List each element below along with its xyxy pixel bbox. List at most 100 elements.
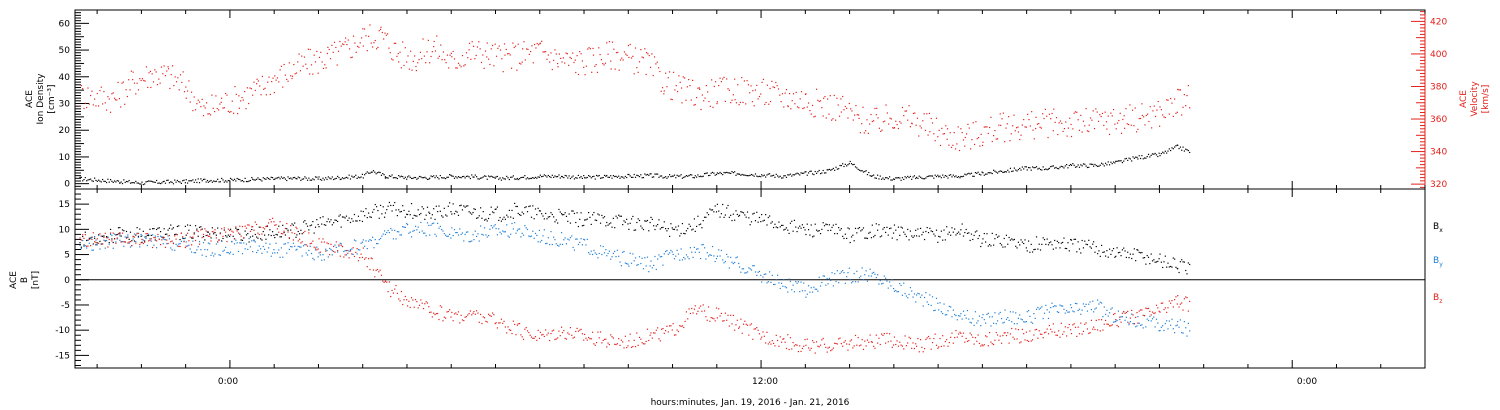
- by-point: [518, 228, 521, 230]
- bz-point: [922, 351, 924, 353]
- bx-point: [809, 234, 811, 236]
- black-point: [762, 175, 764, 177]
- bz-point: [394, 288, 396, 290]
- by-point: [387, 229, 389, 232]
- by-point: [1082, 303, 1085, 305]
- bx-point: [418, 214, 421, 216]
- black-point: [167, 179, 169, 181]
- black-point: [761, 174, 763, 176]
- bx-point: [319, 217, 321, 219]
- red-point: [240, 100, 242, 102]
- bx-point: [522, 213, 525, 215]
- bx-point: [951, 227, 953, 229]
- by-point: [614, 250, 616, 253]
- by-point: [141, 235, 143, 237]
- red-point: [895, 120, 897, 122]
- red-point: [716, 102, 718, 105]
- by-point: [642, 268, 645, 270]
- black-point: [157, 182, 159, 184]
- by-point: [508, 236, 510, 238]
- bz-point: [158, 238, 160, 240]
- bx-point: [536, 213, 538, 216]
- black-point: [792, 174, 794, 176]
- black-point: [817, 171, 819, 173]
- black-point: [597, 175, 599, 177]
- black-point: [1159, 155, 1161, 157]
- by-point: [804, 290, 806, 292]
- black-point: [1142, 158, 1144, 160]
- red-point: [259, 85, 261, 87]
- by-point: [270, 255, 272, 257]
- by-point: [641, 257, 643, 259]
- bz-point: [638, 336, 641, 339]
- bz-point: [182, 236, 184, 238]
- by-point: [850, 282, 853, 284]
- bz-point: [207, 235, 209, 237]
- bz-point: [868, 341, 870, 343]
- black-point: [1181, 149, 1183, 151]
- bx-point: [989, 243, 991, 246]
- black-point: [787, 174, 789, 176]
- by-point: [96, 244, 98, 246]
- red-point: [802, 107, 804, 110]
- by-point: [749, 268, 751, 270]
- bz-point: [785, 347, 788, 350]
- red-point: [572, 52, 574, 54]
- by-point: [1139, 324, 1142, 326]
- bx-point: [1051, 244, 1053, 246]
- bz-point: [331, 250, 333, 252]
- bz-point: [1063, 331, 1065, 333]
- bz-point: [709, 320, 711, 322]
- red-point: [398, 61, 400, 63]
- black-point: [269, 178, 271, 180]
- bz-point: [308, 232, 310, 234]
- bx-point: [217, 227, 219, 229]
- by-point: [213, 255, 215, 257]
- red-point: [170, 74, 172, 76]
- bz-point: [931, 341, 934, 344]
- red-point: [128, 79, 130, 81]
- red-point: [701, 94, 703, 96]
- black-point: [517, 178, 519, 181]
- black-point: [557, 176, 559, 178]
- by-point: [947, 310, 949, 312]
- red-point: [276, 77, 279, 79]
- black-point: [976, 172, 978, 174]
- bz-point: [801, 347, 803, 350]
- bx-point: [934, 235, 936, 237]
- bx-point: [146, 234, 148, 237]
- by-point: [194, 252, 197, 254]
- black-point: [697, 174, 699, 176]
- bz-point: [612, 337, 614, 339]
- bx-point: [445, 214, 447, 216]
- by-point: [312, 257, 314, 260]
- red-point: [1097, 120, 1100, 122]
- by-point: [828, 277, 830, 280]
- red-point: [948, 144, 950, 146]
- black-point: [295, 177, 297, 180]
- bz-point: [663, 332, 665, 334]
- black-point: [583, 175, 585, 177]
- by-point: [105, 239, 108, 242]
- red-point: [503, 43, 506, 45]
- red-point: [557, 62, 559, 65]
- bx-point: [911, 235, 913, 237]
- red-point: [730, 101, 732, 104]
- red-point: [82, 88, 84, 90]
- bz-point: [530, 336, 533, 338]
- by-point: [821, 281, 823, 284]
- black-point: [316, 176, 318, 178]
- black-point: [823, 172, 826, 174]
- red-point: [80, 84, 82, 87]
- black-point: [481, 177, 483, 179]
- bz-point: [831, 349, 833, 351]
- by-point: [146, 244, 148, 247]
- bx-point: [403, 209, 405, 212]
- by-point: [897, 291, 900, 293]
- bx-point: [980, 245, 982, 248]
- black-point: [476, 176, 478, 178]
- by-point: [149, 238, 151, 240]
- bx-point: [269, 229, 271, 231]
- black-point: [1147, 153, 1150, 156]
- by-point: [619, 261, 621, 263]
